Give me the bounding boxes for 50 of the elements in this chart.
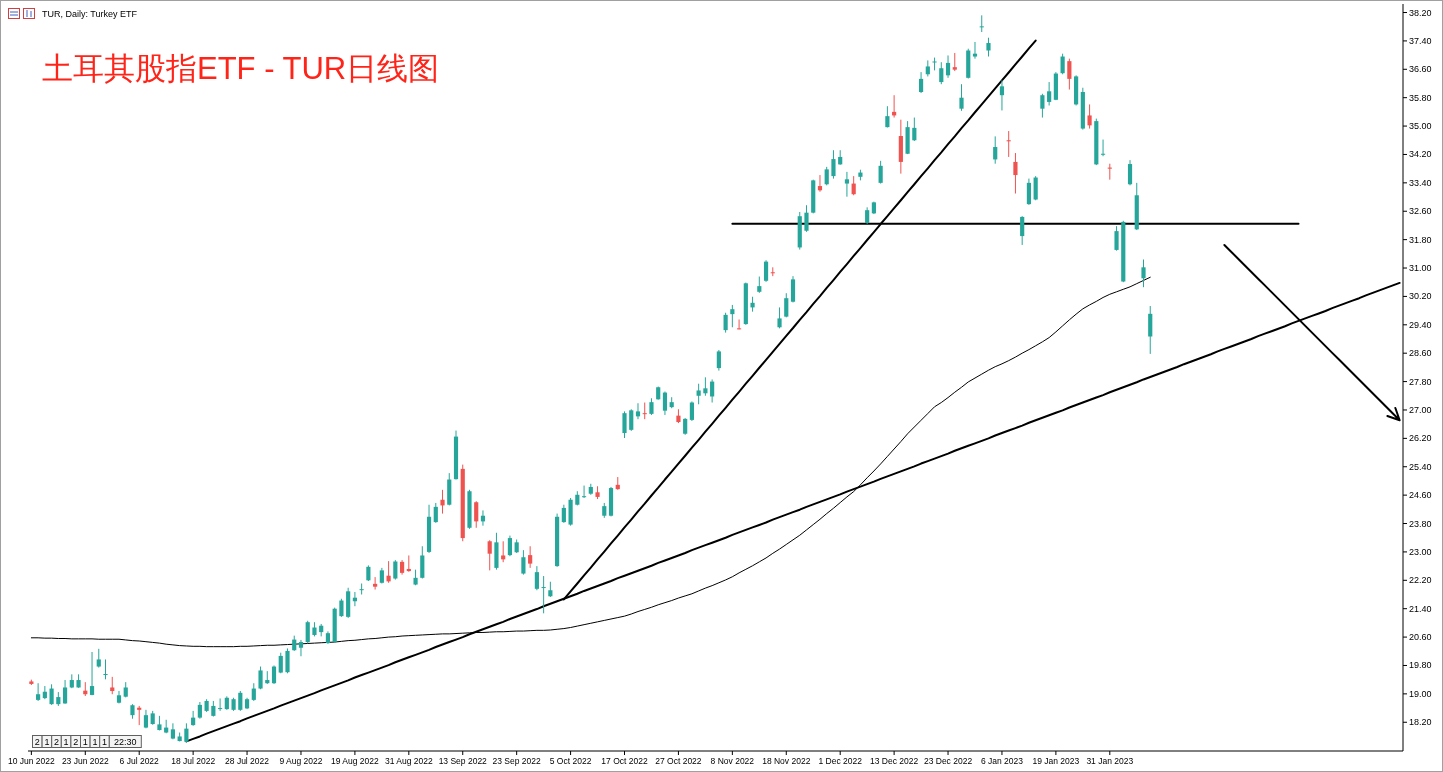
y-tick-label: 23.80 xyxy=(1409,518,1432,529)
x-tick-label: 31 Jan 2023 xyxy=(1086,756,1134,766)
x-tick-label: 19 Aug 2022 xyxy=(331,756,380,766)
y-tick-label: 32.60 xyxy=(1409,206,1432,217)
y-tick-label: 21.40 xyxy=(1409,603,1432,614)
x-tick-label: 18 Jul 2022 xyxy=(171,756,216,766)
y-tick-label: 33.40 xyxy=(1409,177,1432,188)
x-tick-label: 10 Jun 2022 xyxy=(7,756,56,766)
y-tick-label: 35.80 xyxy=(1409,92,1432,103)
y-tick-label: 27.00 xyxy=(1409,404,1432,415)
y-tick-label: 19.80 xyxy=(1409,660,1432,671)
y-tick-label: 26.20 xyxy=(1409,433,1432,444)
y-tick-label: 36.60 xyxy=(1409,64,1432,75)
x-tick-label: 9 Aug 2022 xyxy=(279,756,323,766)
x-tick-label: 28 Jul 2022 xyxy=(225,756,270,766)
x-tick-label: 17 Oct 2022 xyxy=(601,756,648,766)
x-tick-label: 13 Sep 2022 xyxy=(438,756,488,766)
text: TUR, Daily: Turkey ETF xyxy=(42,9,138,19)
y-tick-label: 19.00 xyxy=(1409,688,1432,699)
x-tick-label: 31 Aug 2022 xyxy=(384,756,433,766)
x-tick-label: 1 Dec 2022 xyxy=(818,756,863,766)
x-tick-label: 8 Nov 2022 xyxy=(710,756,755,766)
y-tick-label: 34.20 xyxy=(1409,149,1432,160)
x-tick-label: 19 Jan 2023 xyxy=(1032,756,1080,766)
text: 2 1 2 1 2 1 1 1 22:30 xyxy=(34,737,137,747)
x-tick-label: 5 Oct 2022 xyxy=(549,756,592,766)
y-tick-label: 29.40 xyxy=(1409,319,1432,330)
y-tick-label: 24.60 xyxy=(1409,490,1432,501)
x-tick-label: 6 Jan 2023 xyxy=(980,756,1024,766)
y-tick-label: 38.20 xyxy=(1409,7,1432,18)
y-tick-label: 23.00 xyxy=(1409,546,1432,557)
y-tick-label: 31.00 xyxy=(1409,263,1432,274)
text: 土耳其股指ETF - TUR日线图 xyxy=(42,51,440,86)
y-tick-label: 28.60 xyxy=(1409,348,1432,359)
x-tick-label: 23 Jun 2022 xyxy=(61,756,109,766)
y-tick-label: 30.20 xyxy=(1409,291,1432,302)
x-tick-label: 23 Dec 2022 xyxy=(923,756,973,766)
x-tick-label: 13 Dec 2022 xyxy=(870,756,919,766)
y-tick-label: 18.20 xyxy=(1409,717,1432,728)
y-tick-label: 35.00 xyxy=(1409,121,1432,132)
y-tick-label: 25.40 xyxy=(1409,461,1432,472)
x-tick-label: 18 Nov 2022 xyxy=(762,756,811,766)
x-tick-label: 6 Jul 2022 xyxy=(119,756,160,766)
y-tick-label: 22.20 xyxy=(1409,575,1432,586)
x-tick-label: 27 Oct 2022 xyxy=(655,756,702,766)
y-tick-label: 31.80 xyxy=(1409,234,1432,245)
y-tick-label: 20.60 xyxy=(1409,632,1432,643)
x-tick-label: 23 Sep 2022 xyxy=(492,756,542,766)
y-tick-label: 37.40 xyxy=(1409,35,1432,46)
y-tick-label: 27.80 xyxy=(1409,376,1432,387)
